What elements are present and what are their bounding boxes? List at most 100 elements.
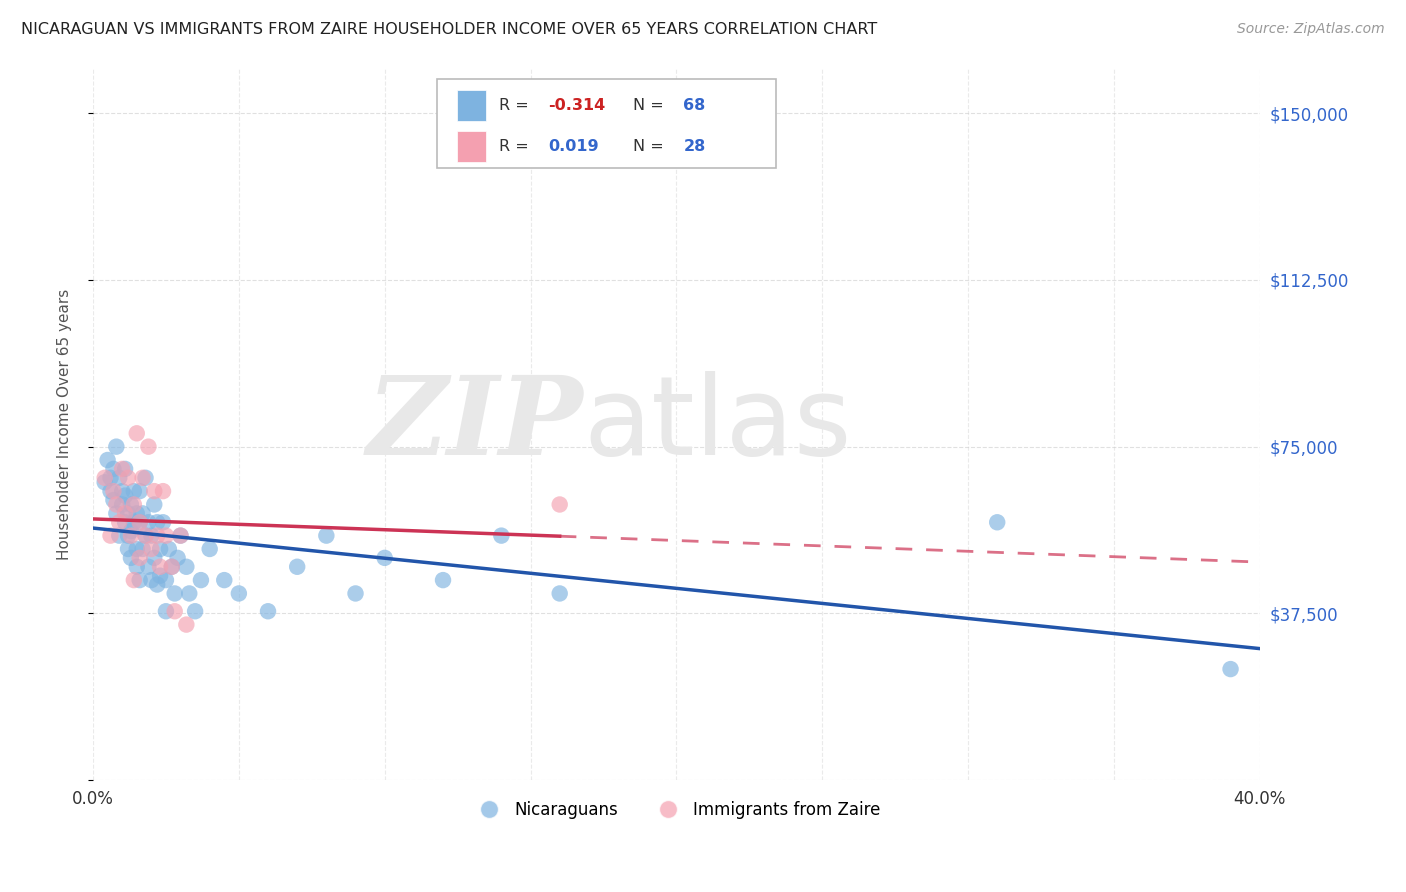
Point xyxy=(152,516,174,530)
Point xyxy=(134,528,156,542)
Point xyxy=(122,498,145,512)
Point xyxy=(155,528,177,542)
Point xyxy=(285,559,308,574)
Point xyxy=(198,541,221,556)
Point xyxy=(120,550,142,565)
Point xyxy=(120,498,142,512)
Y-axis label: Householder Income Over 65 years: Householder Income Over 65 years xyxy=(58,289,72,560)
Point xyxy=(138,559,160,574)
Text: N =: N = xyxy=(633,98,669,113)
Point xyxy=(103,462,125,476)
Point xyxy=(152,484,174,499)
Point xyxy=(169,528,191,542)
Point xyxy=(105,440,128,454)
Point xyxy=(166,550,188,565)
Point xyxy=(125,426,148,441)
Point xyxy=(128,550,150,565)
Point xyxy=(111,484,134,499)
Point xyxy=(97,453,120,467)
Point xyxy=(125,507,148,521)
Point xyxy=(548,498,571,512)
Point xyxy=(128,573,150,587)
Point xyxy=(141,528,163,542)
Point xyxy=(114,507,136,521)
Point xyxy=(143,484,166,499)
Point xyxy=(120,524,142,538)
Point xyxy=(228,586,250,600)
Point xyxy=(160,559,183,574)
Legend: Nicaraguans, Immigrants from Zaire: Nicaraguans, Immigrants from Zaire xyxy=(465,794,887,825)
Point xyxy=(108,528,131,542)
Point xyxy=(374,550,396,565)
Point xyxy=(176,559,198,574)
Point xyxy=(149,568,172,582)
Point xyxy=(108,471,131,485)
Point xyxy=(128,516,150,530)
Point xyxy=(100,528,122,542)
Point xyxy=(131,541,153,556)
Point xyxy=(125,559,148,574)
Point xyxy=(155,573,177,587)
Point xyxy=(141,573,163,587)
Text: 0.019: 0.019 xyxy=(548,139,599,154)
Point xyxy=(105,507,128,521)
Point xyxy=(138,516,160,530)
Point xyxy=(138,440,160,454)
Point xyxy=(134,471,156,485)
Text: -0.314: -0.314 xyxy=(548,98,605,113)
Point xyxy=(344,586,367,600)
Point xyxy=(117,528,139,542)
Point xyxy=(117,471,139,485)
Point xyxy=(141,541,163,556)
Point xyxy=(184,604,207,618)
Point xyxy=(146,528,169,542)
Text: R =: R = xyxy=(499,139,534,154)
Point xyxy=(103,493,125,508)
Point xyxy=(157,541,180,556)
Point xyxy=(149,559,172,574)
Point xyxy=(143,550,166,565)
Point xyxy=(122,516,145,530)
Point xyxy=(176,617,198,632)
Text: ZIP: ZIP xyxy=(367,371,583,478)
Point xyxy=(114,489,136,503)
Point xyxy=(179,586,201,600)
Point xyxy=(103,484,125,499)
Point xyxy=(114,516,136,530)
Point xyxy=(163,604,186,618)
Point xyxy=(111,498,134,512)
Point xyxy=(146,577,169,591)
Bar xyxy=(457,90,486,121)
Point xyxy=(491,528,513,542)
Point xyxy=(93,475,115,490)
Point xyxy=(190,573,212,587)
Text: 68: 68 xyxy=(683,98,706,113)
Text: NICARAGUAN VS IMMIGRANTS FROM ZAIRE HOUSEHOLDER INCOME OVER 65 YEARS CORRELATION: NICARAGUAN VS IMMIGRANTS FROM ZAIRE HOUS… xyxy=(21,22,877,37)
Point xyxy=(131,507,153,521)
Point xyxy=(128,484,150,499)
Point xyxy=(122,573,145,587)
Point xyxy=(105,498,128,512)
Point xyxy=(100,484,122,499)
Point xyxy=(131,471,153,485)
Point xyxy=(315,528,337,542)
Point xyxy=(986,516,1008,530)
Point xyxy=(122,484,145,499)
Point xyxy=(117,507,139,521)
Point xyxy=(120,528,142,542)
Point xyxy=(1219,662,1241,676)
Text: 28: 28 xyxy=(683,139,706,154)
Point xyxy=(128,516,150,530)
Bar xyxy=(457,131,486,162)
Point xyxy=(146,516,169,530)
Point xyxy=(432,573,454,587)
Point xyxy=(257,604,280,618)
Point xyxy=(160,559,183,574)
Point xyxy=(149,541,172,556)
Point xyxy=(111,462,134,476)
Point xyxy=(169,528,191,542)
Point xyxy=(134,528,156,542)
Point xyxy=(155,604,177,618)
Point xyxy=(114,462,136,476)
Text: Source: ZipAtlas.com: Source: ZipAtlas.com xyxy=(1237,22,1385,37)
